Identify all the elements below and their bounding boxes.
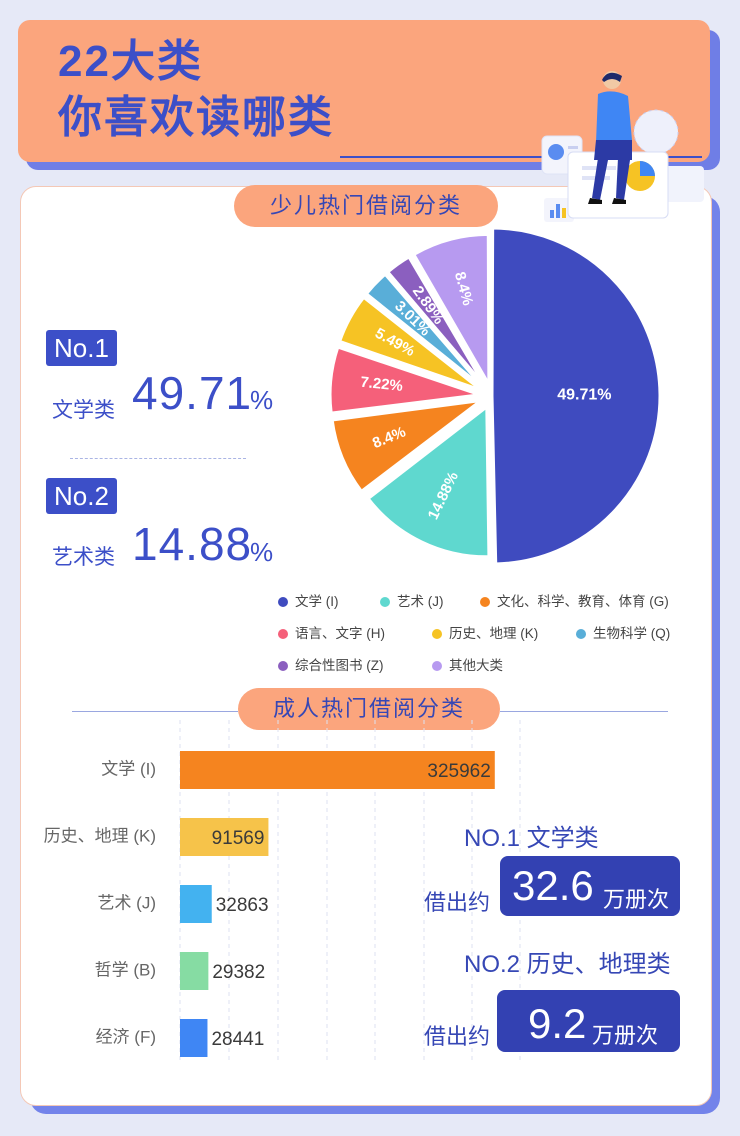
legend-label: 艺术 (J): [397, 594, 444, 609]
pie-slice-label-h: 7.22%: [360, 374, 404, 395]
bar-value-label: 32863: [216, 895, 269, 916]
header-banner: [18, 20, 710, 162]
bar: [180, 751, 495, 789]
adult-section-title: 成人热门借阅分类: [238, 688, 500, 730]
bar-category-label: 哲学 (B): [95, 960, 156, 979]
adult-stat2-number: 9.2: [528, 1000, 587, 1047]
pie-slice-other: [411, 232, 491, 391]
legend-color-dot: [576, 629, 586, 639]
legend-item: 生物科学 (Q): [576, 622, 670, 642]
bar: [180, 1019, 208, 1057]
legend-color-dot: [432, 661, 442, 671]
adult-stat1-prefix: 借出约: [424, 890, 491, 915]
legend-color-dot: [278, 629, 288, 639]
pie-slice-j: [366, 403, 491, 559]
pie-slice-g: [330, 398, 487, 494]
adult-stat2-title: NO.2 历史、地理类: [464, 951, 671, 978]
rank-divider: [70, 458, 246, 459]
legend-label: 语言、文字 (H): [295, 626, 385, 641]
bar: [180, 818, 269, 856]
legend-item: 综合性图书 (Z): [278, 654, 384, 674]
adult-stat2-box: [497, 990, 680, 1052]
pie-slice-z: [385, 254, 487, 388]
legend-item: 文学 (I): [278, 590, 339, 610]
legend-color-dot: [432, 629, 442, 639]
legend-color-dot: [480, 597, 490, 607]
legend-label: 其他大类: [449, 658, 503, 673]
legend-label: 历史、地理 (K): [449, 626, 539, 641]
legend-label: 文学 (I): [295, 594, 339, 609]
adult-section-line-left: [72, 711, 238, 712]
kids-rank2-percent-sign: %: [250, 537, 274, 567]
kids-category-pie-chart: 49.71%14.88%8.4%7.22%5.49%3.01%2.89% 8.4%: [328, 226, 662, 566]
bar-category-label: 文学 (I): [101, 759, 156, 778]
kids-section-title: 少儿热门借阅分类: [234, 185, 498, 227]
bar-value-label: 325962: [427, 761, 490, 782]
pie-slice-label-i: 49.71%: [557, 386, 611, 403]
kids-rank1-value: 49.71: [132, 367, 253, 419]
page-title-line2: 你喜欢读哪类: [58, 93, 334, 142]
bar-value-label: 91569: [212, 828, 265, 849]
adult-stat2-prefix: 借出约: [424, 1024, 491, 1049]
legend-color-dot: [278, 597, 288, 607]
page-title-line1: 22大类: [58, 37, 203, 86]
legend-label: 综合性图书 (Z): [295, 658, 384, 673]
legend-item: 历史、地理 (K): [432, 622, 538, 642]
kids-rank2-value: 14.88: [132, 518, 253, 570]
kids-rank2-category: 艺术类: [52, 546, 115, 569]
legend-item: 其他大类: [432, 654, 503, 674]
pie-slice-h: [328, 345, 481, 415]
kids-rank1-category: 文学类: [52, 399, 115, 422]
kids-rank1-percent-sign: %: [250, 385, 274, 415]
legend-item: 文化、科学、教育、体育 (G): [480, 590, 669, 610]
adult-stat1-box: [500, 856, 680, 916]
header-underline: [340, 156, 702, 158]
bar-category-label: 历史、地理 (K): [44, 826, 156, 845]
legend-label: 文化、科学、教育、体育 (G): [497, 594, 669, 609]
bar: [180, 885, 212, 923]
kids-rank1-tag: No.1: [46, 330, 117, 366]
adult-stat1-title: NO.1 文学类: [464, 825, 599, 852]
adult-stat2-unit: 万册次: [592, 1023, 659, 1048]
legend-item: 艺术 (J): [380, 590, 444, 610]
legend-color-dot: [278, 661, 288, 671]
bar-value-label: 29382: [212, 962, 265, 983]
bar-value-label: 28441: [211, 1029, 264, 1050]
adult-section-line-right: [500, 711, 668, 712]
legend-label: 生物科学 (Q): [593, 626, 671, 641]
legend-item: 语言、文字 (H): [278, 622, 385, 642]
pie-slice-k: [337, 295, 483, 392]
pie-slice-i: [490, 226, 662, 566]
adult-stat1-number: 32.6: [512, 862, 594, 909]
adult-stat1-unit: 万册次: [603, 887, 670, 912]
bar: [180, 952, 209, 990]
bar-category-label: 经济 (F): [96, 1027, 156, 1046]
bar-category-label: 艺术 (J): [97, 893, 156, 912]
legend-color-dot: [380, 597, 390, 607]
pie-slice-q: [364, 272, 485, 389]
person-with-charts-illustration: [541, 71, 704, 222]
kids-rank2-tag: No.2: [46, 478, 117, 514]
